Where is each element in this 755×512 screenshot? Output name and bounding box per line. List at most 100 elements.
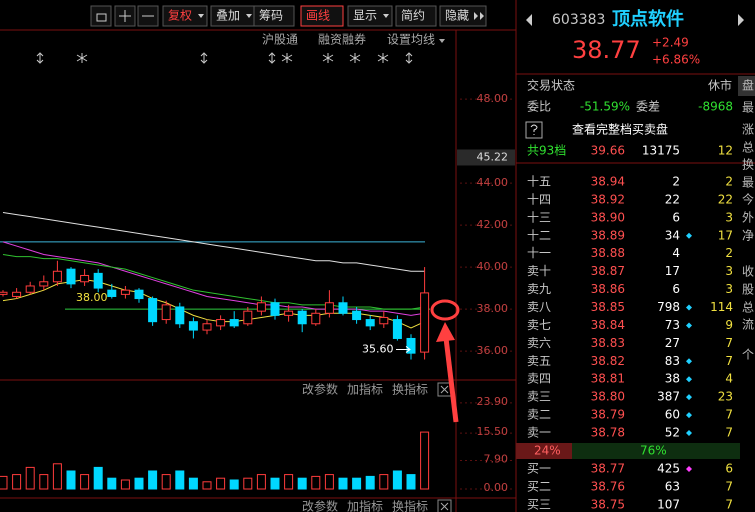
lock-button[interactable] [90,5,112,27]
volume-bar [39,474,49,490]
level-label: 十四 [527,192,551,206]
candle-body [52,270,62,283]
diamond [686,466,692,472]
side-label: 涨 [742,122,754,137]
toolbar-button[interactable] [439,5,487,27]
side-label: 今 [742,192,754,207]
help-box[interactable] [525,121,543,139]
candle-body [148,298,158,323]
level-price: 38.84 [591,318,625,332]
volume-bar [107,477,117,490]
diff-value: -8968 [698,100,733,114]
level-orders: 23 [718,390,733,404]
volume-bar [324,474,334,490]
chart-link[interactable]: 设置均线 [387,33,435,47]
side-label: 净 [742,229,754,243]
summary-price: 39.66 [591,144,625,158]
candle-body [120,289,130,295]
indicator-button[interactable]: 加指标 [347,499,383,512]
candle-body [324,302,334,314]
cursor-label: 45.22 [477,150,509,163]
toolbar-label: 显示 [353,9,377,23]
dropdown-arrow [198,14,204,18]
level-price: 38.90 [591,210,625,224]
indicator-button[interactable]: 换指标 [392,499,428,512]
side-label: 盘 [742,78,754,93]
y-tick-label: 15.50 [477,425,509,438]
candle-body [39,281,49,287]
level-orders: 114 [710,300,733,314]
lock-icon [96,13,107,22]
chart-link[interactable]: 融资融券 [318,32,366,47]
summary-count: 12 [718,144,733,158]
toolbar-button[interactable] [162,5,208,27]
candle-body [243,310,253,325]
toolbar-button[interactable] [347,5,393,27]
candle-body [12,291,22,297]
close-box[interactable] [437,499,452,512]
toolbar-label: 隐藏 [445,9,469,23]
level-label: 十一 [527,246,551,260]
volume-bar [202,481,212,490]
dropdown-arrow [246,14,252,18]
volume-bar [365,475,375,490]
toolbar-button[interactable] [395,5,437,27]
candle-body [406,337,416,354]
marker [268,52,276,64]
indicator-button[interactable]: 改参数 [302,499,338,512]
level-label: 卖三 [527,390,551,404]
level-orders: 3 [725,264,733,278]
chart-link[interactable]: 沪股通 [262,33,298,47]
candle-body [256,302,266,312]
candle-body [175,306,185,325]
level-volume: 6 [672,210,680,224]
candle-body [379,316,389,325]
summary-label: 共93档 [527,144,566,158]
marker [281,53,293,63]
more-arrows [474,12,484,20]
indicator-button[interactable]: 改参数 [302,382,338,397]
diamond [686,430,692,437]
full-book-link[interactable]: 查看完整档买卖盘 [572,122,668,137]
level-orders: 2 [725,175,733,189]
volume-bar [52,463,62,490]
indicator-button[interactable]: 加指标 [347,382,383,397]
level-price: 38.82 [591,354,625,368]
y-tick-label: 7.90 [484,453,509,466]
toolbar-button[interactable] [253,5,295,27]
help-icon [530,124,538,135]
toolbar-button[interactable] [300,5,344,27]
side-label: 换 [742,158,754,172]
close-icon [440,502,449,511]
volume-bar [338,477,348,490]
candle-body [270,302,280,316]
volume-bar [25,466,35,490]
side-label: 最 [742,101,754,115]
indicator-button[interactable]: 换指标 [392,382,428,397]
level-orders: 7 [725,480,733,494]
level-orders: 6 [725,462,733,476]
toolbar-label: 画线 [306,9,330,23]
candle-body [420,292,430,353]
level-label: 卖六 [527,336,551,350]
highlight-arrow [443,337,459,423]
volume-bar [80,474,90,490]
price: 38.77 [572,36,641,64]
candle-body [311,312,321,325]
level-price: 38.87 [591,264,625,278]
volume-bar [256,474,266,490]
level-label: 卖一 [527,426,551,440]
level-price: 38.92 [591,192,625,206]
toolbar-label: 筹码 [259,9,283,23]
volume-bar [284,474,294,490]
side-label: 外 [742,211,754,225]
volume-bar [243,477,253,490]
volume-bar [406,474,416,490]
level-label: 卖十 [527,264,551,278]
dropdown-arrow [439,39,445,43]
tab[interactable] [738,76,755,96]
